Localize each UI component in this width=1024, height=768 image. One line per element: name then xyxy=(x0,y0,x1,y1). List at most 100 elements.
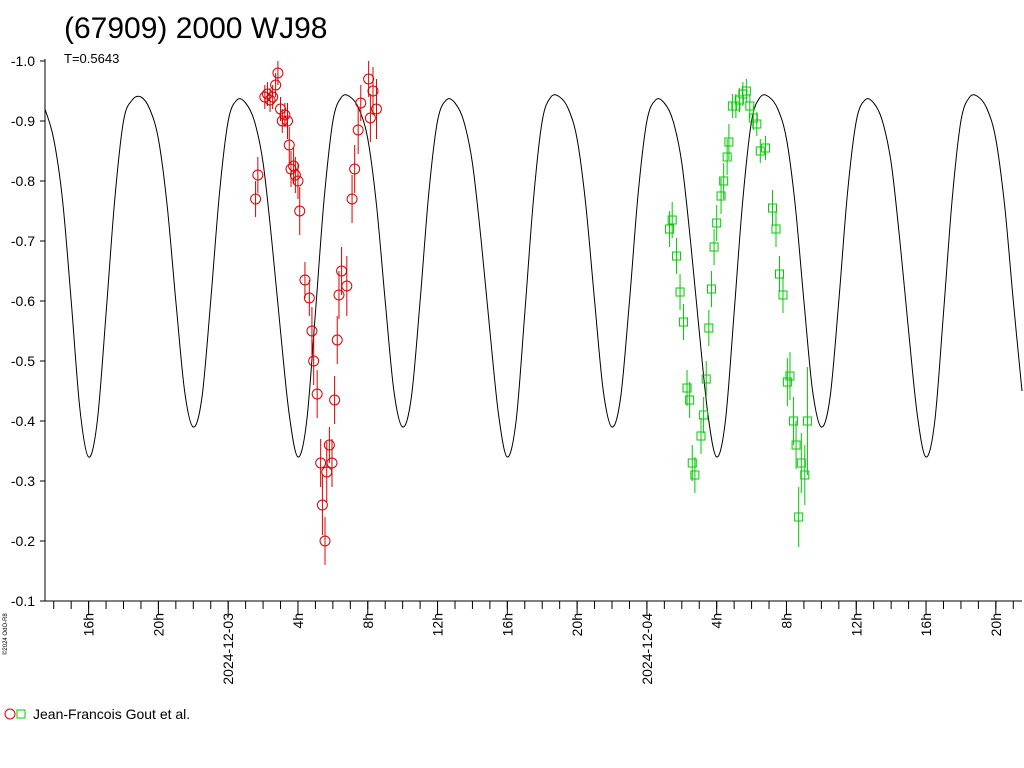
y-tick-label: -0.3 xyxy=(11,473,35,489)
data-point xyxy=(275,103,287,115)
y-tick-label: -0.7 xyxy=(11,233,35,249)
plot-axes xyxy=(44,59,1022,602)
data-point xyxy=(316,499,328,511)
data-point xyxy=(319,535,331,547)
legend-marker-circle xyxy=(4,708,16,720)
data-point xyxy=(682,383,692,393)
data-point xyxy=(285,163,297,175)
data-point xyxy=(738,89,748,99)
data-point xyxy=(788,416,798,426)
data-point xyxy=(355,97,367,109)
data-point xyxy=(272,67,284,79)
legend-marker-square xyxy=(16,709,26,719)
data-point xyxy=(306,325,318,337)
data-point xyxy=(731,101,741,111)
data-point xyxy=(716,191,726,201)
data-point xyxy=(712,218,722,228)
data-point xyxy=(791,440,801,450)
x-tick-label: 12h xyxy=(848,613,864,636)
x-tick-label: 16h xyxy=(918,613,934,636)
data-point xyxy=(719,176,729,186)
data-point xyxy=(800,470,810,480)
data-point xyxy=(685,395,695,405)
data-point xyxy=(346,193,358,205)
data-point xyxy=(289,169,301,181)
data-series xyxy=(250,61,812,565)
data-point xyxy=(250,193,262,205)
data-point xyxy=(755,146,765,156)
y-tick-label: -0.2 xyxy=(11,533,35,549)
data-point xyxy=(303,292,315,304)
y-tick-label: -0.9 xyxy=(11,113,35,129)
x-tick-label: 20h xyxy=(150,613,166,636)
data-point xyxy=(802,416,812,426)
data-point xyxy=(748,113,758,123)
x-tick-label: 8h xyxy=(778,613,794,629)
data-point xyxy=(367,85,379,97)
data-point xyxy=(782,377,792,387)
y-tick-label: -0.4 xyxy=(11,413,35,429)
chart-subtitle: T=0.5643 xyxy=(64,51,119,66)
chart-title: (67909) 2000 WJ98 xyxy=(64,12,328,45)
data-point xyxy=(699,410,709,420)
data-point xyxy=(279,109,291,121)
data-point xyxy=(299,274,311,286)
data-point xyxy=(794,512,804,522)
x-axis: 16h 20h 2024-12-03 4h 8h 12h 16h 20h 2024-12-04 4… xyxy=(53,601,1014,685)
data-point xyxy=(331,334,343,346)
data-point xyxy=(292,175,304,187)
data-point xyxy=(252,169,264,181)
data-point xyxy=(288,160,300,172)
data-point xyxy=(778,290,788,300)
data-point xyxy=(270,79,282,91)
fit-curve xyxy=(44,94,1023,458)
data-point xyxy=(352,124,364,136)
data-point xyxy=(771,224,781,234)
data-point xyxy=(294,205,306,217)
data-point xyxy=(785,371,795,381)
x-tick-label: 20h xyxy=(569,613,585,636)
x-tick-label: 12h xyxy=(430,613,446,636)
data-point xyxy=(349,163,361,175)
data-point xyxy=(724,137,734,147)
chart-credit: ©2024 OdO-R8 xyxy=(2,613,9,655)
series-1 xyxy=(665,79,812,547)
y-tick-label: -1.0 xyxy=(11,53,35,69)
series-0 xyxy=(250,61,382,565)
data-point xyxy=(267,91,279,103)
y-tick-label: -0.8 xyxy=(11,173,35,189)
x-tick-label: 2024-12-04 xyxy=(639,613,655,685)
data-point xyxy=(796,458,806,468)
data-point xyxy=(734,95,744,105)
data-point xyxy=(741,86,751,96)
data-point xyxy=(722,152,732,162)
data-point xyxy=(687,458,697,468)
data-point xyxy=(364,112,376,124)
data-point xyxy=(701,374,711,384)
data-point xyxy=(282,115,294,127)
data-point xyxy=(690,470,700,480)
data-point xyxy=(774,269,784,279)
data-point xyxy=(341,280,353,292)
data-point xyxy=(672,251,682,261)
data-point xyxy=(363,73,375,85)
data-point xyxy=(311,388,323,400)
data-point xyxy=(675,287,685,297)
x-tick-label: 4h xyxy=(290,613,306,629)
y-tick-label: -0.5 xyxy=(11,353,35,369)
x-tick-label: 16h xyxy=(81,613,97,636)
data-point xyxy=(752,119,762,129)
data-point xyxy=(704,323,714,333)
data-point xyxy=(323,439,335,451)
y-tick-label: -0.1 xyxy=(11,593,35,609)
data-point xyxy=(333,289,345,301)
data-point xyxy=(308,355,320,367)
y-tick-label: -0.6 xyxy=(11,293,35,309)
data-point xyxy=(315,457,327,469)
data-point xyxy=(679,317,689,327)
x-tick-label: 20h xyxy=(988,613,1004,636)
x-tick-label: 2024-12-03 xyxy=(220,613,236,685)
data-point xyxy=(768,203,778,213)
data-point xyxy=(696,431,706,441)
